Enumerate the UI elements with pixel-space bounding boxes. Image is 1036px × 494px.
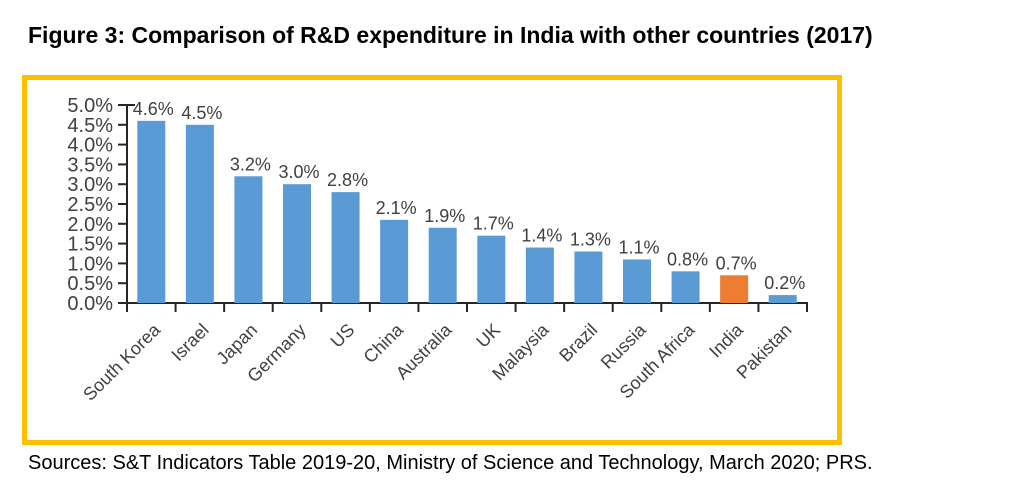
data-label-india: 0.7% <box>716 253 757 273</box>
data-label-japan: 3.2% <box>230 154 271 174</box>
y-tick-label-1-0-: 1.0% <box>67 253 113 275</box>
data-label-malaysia: 1.4% <box>521 226 562 246</box>
bar-japan <box>234 176 263 303</box>
data-label-uk: 1.7% <box>473 214 514 234</box>
bar-south-korea <box>137 120 166 303</box>
y-tick-label-0-0-: 0.0% <box>67 293 113 315</box>
bar-pakistan <box>768 295 797 303</box>
data-label-us: 2.8% <box>327 170 368 190</box>
y-tick-label-4-0-: 4.0% <box>67 135 113 157</box>
y-tick-label-5-0-: 5.0% <box>67 95 113 117</box>
rd-expenditure-bar-chart: 0.0%0.5%1.0%1.5%2.0%2.5%3.0%3.5%4.0%4.5%… <box>67 95 808 405</box>
x-category-label-india: India <box>705 319 747 361</box>
x-category-label-brazil: Brazil <box>555 320 601 366</box>
data-label-south-korea: 4.6% <box>133 99 174 119</box>
data-label-russia: 1.1% <box>618 237 659 257</box>
source-note: Sources: S&T Indicators Table 2019-20, M… <box>28 452 873 474</box>
data-label-south-africa: 0.8% <box>667 249 708 269</box>
x-category-label-uk: UK <box>472 320 504 352</box>
y-tick-label-3-5-: 3.5% <box>67 154 113 176</box>
y-tick-label-2-5-: 2.5% <box>67 194 113 216</box>
data-label-china: 2.1% <box>376 198 417 218</box>
y-tick-label-3-0-: 3.0% <box>67 174 113 196</box>
bar-israel <box>185 124 214 303</box>
x-category-label-us: US <box>327 320 359 352</box>
bar-australia <box>428 227 457 303</box>
data-label-australia: 1.9% <box>424 206 465 226</box>
y-tick-label-4-5-: 4.5% <box>67 115 113 137</box>
bar-germany <box>283 184 311 303</box>
data-label-pakistan: 0.2% <box>764 273 805 293</box>
bar-us <box>331 192 360 303</box>
bar-malaysia <box>525 247 554 303</box>
data-label-germany: 3.0% <box>278 162 319 182</box>
x-category-label-israel: Israel <box>167 320 212 365</box>
bar-south-africa <box>671 271 700 303</box>
bar-brazil <box>574 251 603 303</box>
y-tick-label-0-5-: 0.5% <box>67 273 113 295</box>
y-tick-label-2-0-: 2.0% <box>67 214 113 236</box>
chart-frame: 0.0% 0.5% 1.0% 1.5% 2.0% 2.5% 3.0% 3.5% 4.0% 4.5%… <box>22 75 842 445</box>
y-tick-label-1-5-: 1.5% <box>67 234 113 256</box>
bar-russia <box>623 259 651 303</box>
x-category-label-south-korea: South Korea <box>79 319 165 405</box>
bar-china <box>380 219 409 303</box>
bar-uk <box>477 235 506 303</box>
bar-india <box>720 275 749 303</box>
figure-title: Figure 3: Comparison of R&D expenditure … <box>28 22 873 48</box>
data-label-israel: 4.5% <box>181 103 222 123</box>
data-label-brazil: 1.3% <box>570 230 611 250</box>
